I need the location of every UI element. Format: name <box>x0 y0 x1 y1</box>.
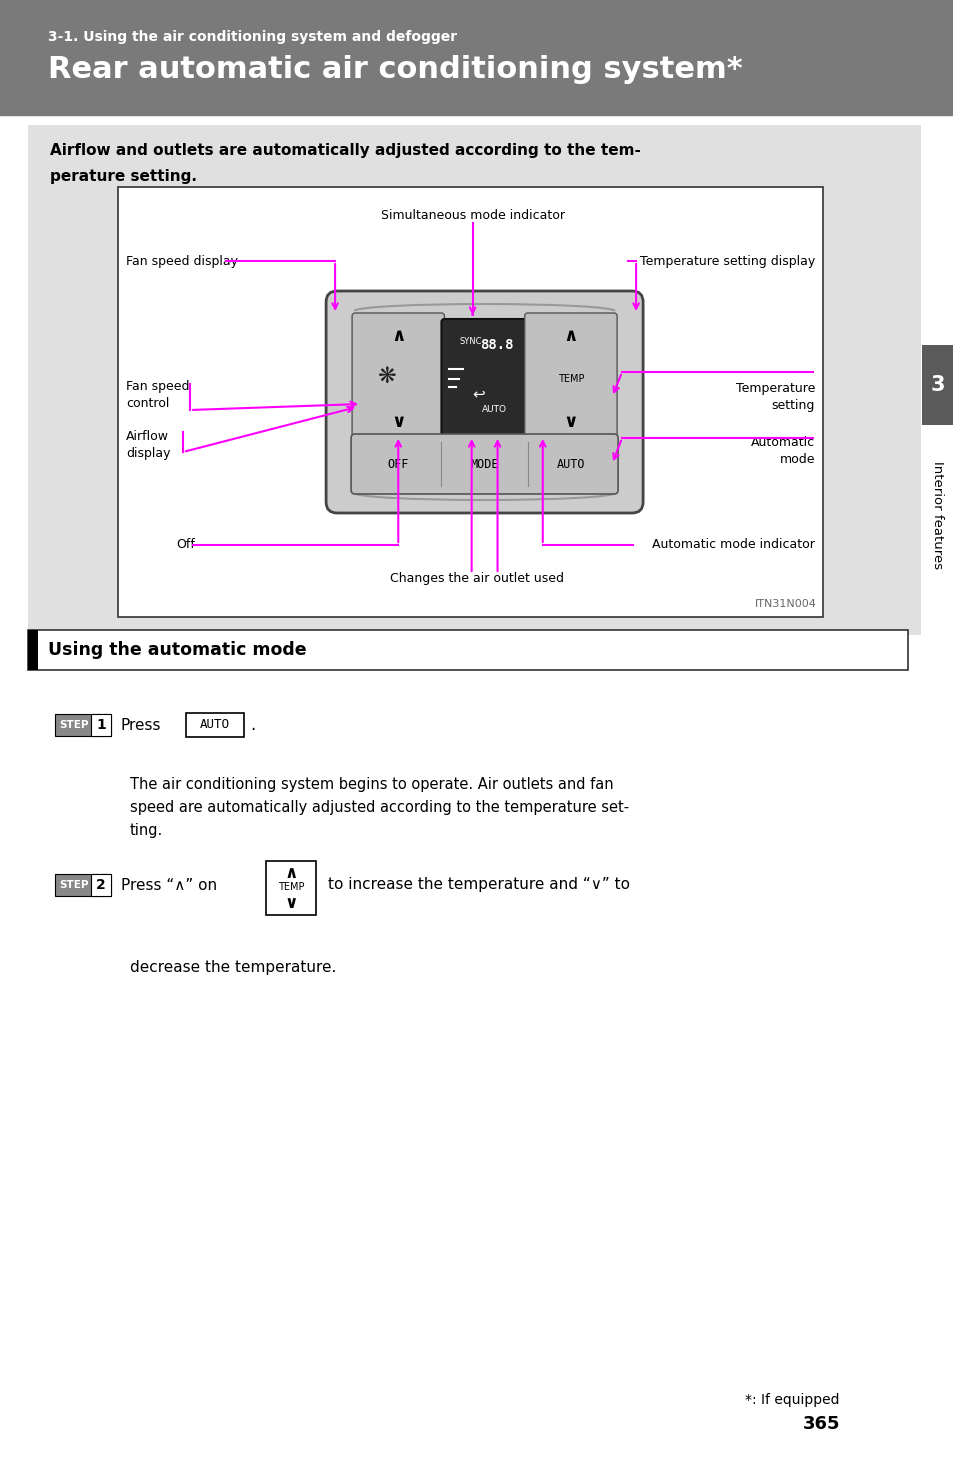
Text: AUTO: AUTO <box>557 457 584 471</box>
Text: AUTO: AUTO <box>481 404 507 414</box>
Text: Using the automatic mode: Using the automatic mode <box>48 642 306 659</box>
Text: Fan speed display: Fan speed display <box>126 255 237 267</box>
Text: 1: 1 <box>96 718 106 732</box>
Text: 88.8: 88.8 <box>479 338 513 353</box>
Text: Temperature
setting: Temperature setting <box>735 382 814 412</box>
Text: ∧: ∧ <box>391 327 405 345</box>
Text: 365: 365 <box>801 1415 840 1434</box>
FancyBboxPatch shape <box>351 434 618 494</box>
Text: Off: Off <box>175 538 194 552</box>
Text: TEMP: TEMP <box>558 375 583 384</box>
Bar <box>55 714 111 736</box>
Text: perature setting.: perature setting. <box>50 170 196 184</box>
Bar <box>28 630 907 670</box>
Text: Press “∧” on: Press “∧” on <box>121 878 217 892</box>
Bar <box>28 630 38 670</box>
Text: SYNC: SYNC <box>458 336 481 345</box>
Bar <box>118 187 822 617</box>
Text: Fan speed
control: Fan speed control <box>126 381 190 410</box>
Text: 3-1. Using the air conditioning system and defogger: 3-1. Using the air conditioning system a… <box>48 30 456 44</box>
Text: Changes the air outlet used: Changes the air outlet used <box>389 572 563 586</box>
Text: .: . <box>250 715 255 735</box>
Text: The air conditioning system begins to operate. Air outlets and fan
speed are aut: The air conditioning system begins to op… <box>130 777 628 838</box>
Text: ∨: ∨ <box>284 894 297 912</box>
Text: Airflow and outlets are automatically adjusted according to the tem-: Airflow and outlets are automatically ad… <box>50 143 640 158</box>
Text: 2: 2 <box>96 878 106 892</box>
Text: to increase the temperature and “∨” to: to increase the temperature and “∨” to <box>328 878 629 892</box>
Text: STEP: STEP <box>59 720 89 730</box>
Text: TEMP: TEMP <box>277 882 304 892</box>
Text: ∨: ∨ <box>563 413 578 431</box>
Text: 3: 3 <box>930 375 944 395</box>
Text: STEP: STEP <box>59 881 89 889</box>
Bar <box>91 875 111 895</box>
Bar <box>921 345 953 425</box>
Text: Rear automatic air conditioning system*: Rear automatic air conditioning system* <box>48 55 742 84</box>
Text: ∨: ∨ <box>391 413 405 431</box>
FancyBboxPatch shape <box>524 313 617 445</box>
FancyBboxPatch shape <box>441 319 527 440</box>
Text: AUTO: AUTO <box>200 718 230 732</box>
Text: ❋: ❋ <box>376 367 395 386</box>
Text: OFF: OFF <box>387 457 409 471</box>
Text: ↩: ↩ <box>472 386 484 401</box>
Text: Simultaneous mode indicator: Simultaneous mode indicator <box>380 209 564 223</box>
Text: ∧: ∧ <box>563 327 578 345</box>
Text: ITN31N004: ITN31N004 <box>755 599 816 609</box>
Text: Press: Press <box>121 717 161 733</box>
Bar <box>0 0 953 115</box>
Text: MODE: MODE <box>470 457 498 471</box>
Bar <box>28 125 920 636</box>
FancyBboxPatch shape <box>352 313 444 445</box>
Bar <box>91 714 111 736</box>
Text: Airflow
display: Airflow display <box>126 431 171 460</box>
Text: Temperature setting display: Temperature setting display <box>639 255 814 267</box>
Text: Interior features: Interior features <box>930 460 943 569</box>
Text: Automatic
mode: Automatic mode <box>750 437 814 466</box>
Text: ∧: ∧ <box>284 864 297 882</box>
Bar <box>55 875 111 895</box>
Text: *: If equipped: *: If equipped <box>744 1392 840 1407</box>
Bar <box>266 861 315 914</box>
Text: Automatic mode indicator: Automatic mode indicator <box>652 538 814 552</box>
FancyBboxPatch shape <box>326 291 642 513</box>
Bar <box>186 712 244 738</box>
Text: decrease the temperature.: decrease the temperature. <box>130 960 336 975</box>
